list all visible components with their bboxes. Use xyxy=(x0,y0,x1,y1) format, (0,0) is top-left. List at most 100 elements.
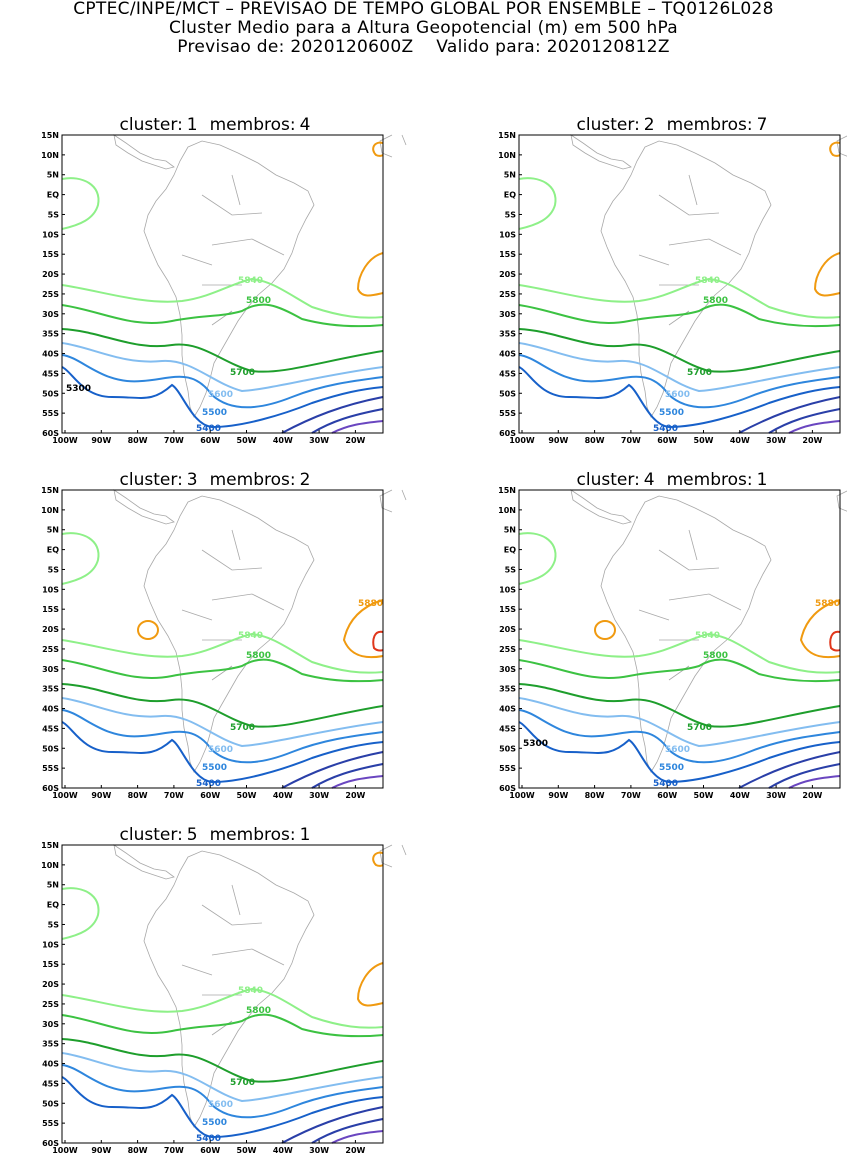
contour-label-5840: 5840 xyxy=(695,276,720,286)
lon-tick-label: 30W xyxy=(766,791,786,800)
map-frame xyxy=(61,844,384,1144)
lon-tick-label: 40W xyxy=(730,791,750,800)
lon-tick-label: 80W xyxy=(585,791,605,800)
contour-label-5600: 5600 xyxy=(665,745,690,755)
lon-tick-label: 100W xyxy=(509,791,535,800)
members-number: 2 xyxy=(299,470,311,490)
lat-tick-label: 35S xyxy=(42,330,59,339)
lon-tick-label: 50W xyxy=(694,436,714,445)
contour-label-5400: 5400 xyxy=(653,424,678,434)
contour-label-5400: 5400 xyxy=(196,779,221,789)
lon-tick-label: 90W xyxy=(91,791,111,800)
cluster-number: 2 xyxy=(643,115,655,135)
contour-label-5800: 5800 xyxy=(246,651,271,661)
lat-tick-label: 20S xyxy=(42,270,59,279)
lat-tick-label: 10N xyxy=(498,506,516,515)
lon-tick-label: 30W xyxy=(309,1146,329,1155)
lat-tick-label: 40S xyxy=(42,350,59,359)
lat-tick-label: 30S xyxy=(42,665,59,674)
continent-outline xyxy=(113,844,407,1128)
header-line-3: Previsao de: 2020120600Z Valido para: 20… xyxy=(177,37,670,57)
lat-tick-label: EQ xyxy=(47,546,59,555)
contour-line xyxy=(311,763,384,789)
members-label: membros: xyxy=(666,470,753,490)
lat-tick-label: 55S xyxy=(42,764,59,773)
contour-line xyxy=(518,709,841,764)
contour-line xyxy=(61,303,384,328)
contour-line xyxy=(738,396,841,434)
lat-tick-label: 5N xyxy=(47,881,59,890)
lat-tick-label: 40S xyxy=(42,705,59,714)
contour-label-5800: 5800 xyxy=(703,651,728,661)
lat-tick-label: 50S xyxy=(42,1099,59,1108)
contour-line xyxy=(331,775,384,789)
contour-line xyxy=(768,763,841,789)
contour-line xyxy=(61,177,100,230)
contour-line xyxy=(518,532,557,585)
continent-outline xyxy=(570,134,847,418)
lat-tick-label: EQ xyxy=(504,546,516,555)
lon-tick-label: 60W xyxy=(200,1146,220,1155)
lon-tick-label: 40W xyxy=(273,436,293,445)
lat-tick-label: 60S xyxy=(42,784,59,793)
lat-tick-label: 20S xyxy=(499,625,516,634)
contour-label-5840: 5840 xyxy=(695,631,720,641)
contour-line xyxy=(356,962,384,1007)
lat-tick-label: 15S xyxy=(499,250,516,259)
geopotential-map: 5840 5800 5700 5600 5500 5400 5880 15N 10N 5N EQ 5S… xyxy=(41,486,407,800)
contour-line xyxy=(518,721,841,784)
contour-line xyxy=(518,354,841,409)
contour-line xyxy=(594,620,616,640)
lon-tick-label: 60W xyxy=(657,436,677,445)
lat-tick-label: 30S xyxy=(42,1020,59,1029)
lat-tick-label: 5S xyxy=(505,565,517,574)
contour-line xyxy=(61,721,384,784)
map-panel-cluster-3: cluster: 3 membros: 2 5840 5800 5700 5600 5500 54… xyxy=(25,470,407,815)
contour-line xyxy=(61,342,384,393)
lon-tick-label: 90W xyxy=(548,436,568,445)
lat-tick-label: 20S xyxy=(42,980,59,989)
contour-label-5400: 5400 xyxy=(653,779,678,789)
contour-line xyxy=(61,1013,384,1038)
lat-tick-label: 35S xyxy=(42,1040,59,1049)
lon-tick-label: 50W xyxy=(237,791,257,800)
lon-tick-label: 50W xyxy=(694,791,714,800)
cluster-label: cluster: xyxy=(119,825,183,845)
lat-tick-label: 50S xyxy=(499,389,516,398)
map-frame xyxy=(518,134,841,434)
contour-line xyxy=(372,851,384,867)
contour-line xyxy=(372,630,384,652)
lat-tick-label: 5N xyxy=(47,171,59,180)
contour-label-5700: 5700 xyxy=(230,1078,255,1088)
lat-tick-label: 25S xyxy=(499,290,516,299)
lat-tick-label: 25S xyxy=(42,1000,59,1009)
lat-tick-label: 25S xyxy=(42,290,59,299)
lon-tick-label: 20W xyxy=(345,791,365,800)
contour-line xyxy=(61,532,100,585)
lat-tick-label: 60S xyxy=(499,784,516,793)
lat-tick-label: 15S xyxy=(42,605,59,614)
contour-line xyxy=(61,658,384,683)
contour-label-5800: 5800 xyxy=(246,296,271,306)
contour-label-5840: 5840 xyxy=(238,986,263,996)
contour-line xyxy=(137,620,159,640)
lat-tick-label: 15N xyxy=(41,131,59,140)
geopotential-map: 5840 5800 5700 5600 5500 5400 5300 5880 15N 10N 5N… xyxy=(498,486,847,800)
members-number: 4 xyxy=(299,115,311,135)
lat-tick-label: 15N xyxy=(498,131,516,140)
contour-line xyxy=(342,599,384,659)
lon-tick-label: 50W xyxy=(237,436,257,445)
continent-outline xyxy=(570,489,847,773)
contour-line xyxy=(61,354,384,409)
contour-line xyxy=(518,177,557,230)
contour-line xyxy=(518,328,841,373)
map-frame xyxy=(61,134,384,434)
members-label: membros: xyxy=(209,825,296,845)
lat-tick-label: 30S xyxy=(499,310,516,319)
lon-tick-label: 20W xyxy=(802,436,822,445)
lon-tick-label: 20W xyxy=(802,791,822,800)
lat-tick-label: 35S xyxy=(499,330,516,339)
lat-tick-label: 35S xyxy=(499,685,516,694)
lat-tick-label: 15S xyxy=(499,605,516,614)
contour-line xyxy=(61,277,384,319)
